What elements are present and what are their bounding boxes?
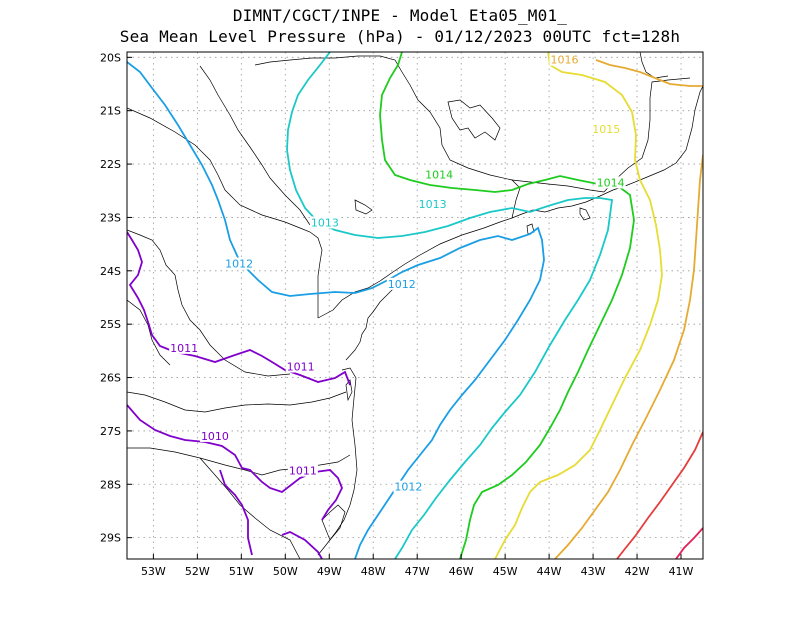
bay-guanabara	[579, 207, 591, 221]
isobar-label: 1010	[201, 430, 229, 443]
isobar-label-background	[424, 168, 455, 181]
isobar-label: 1012	[394, 481, 422, 494]
isobar-label-background	[386, 277, 417, 290]
y-tick-label: 28S	[100, 478, 121, 491]
y-axis-ticks: 20S 21S 22S 23S 24S 25S 26S 27S 28S 29S	[100, 51, 132, 545]
border-pr-sc	[127, 391, 347, 413]
border-argentina	[127, 299, 171, 366]
isobar-label: 1016	[550, 54, 578, 67]
y-tick-label: 25S	[100, 318, 121, 331]
x-tick-label: 52W	[185, 565, 210, 578]
coastline-sc	[317, 367, 358, 556]
plot-area	[127, 52, 703, 559]
x-tick-label: 44W	[537, 565, 562, 578]
isobars	[127, 52, 703, 559]
river-parana	[199, 65, 311, 226]
x-tick-label: 43W	[581, 565, 606, 578]
x-tick-label: 47W	[405, 565, 430, 578]
isobar-label: 1014	[425, 168, 453, 181]
x-tick-label: 50W	[273, 565, 298, 578]
isobar-label-background	[224, 257, 255, 270]
chart-title-line1: DIMNT/CGCT/INPE - Model Eta05_M01_	[232, 6, 568, 25]
isobar-labels: 1016 1015 1014 1014 1013 1013 1012 1012 1012 1011…	[169, 53, 626, 494]
border-sp-mg	[254, 55, 521, 219]
border-rs-uy	[199, 457, 301, 559]
isobar-1011-b	[219, 469, 253, 556]
isobar-1011-c	[281, 531, 323, 559]
isobar-label: 1012	[388, 278, 416, 291]
isobar-label-background	[285, 360, 316, 373]
isobar-1018	[675, 527, 703, 559]
plot-frame	[126, 51, 704, 560]
isobar-1010	[127, 404, 343, 521]
lagoon-patos	[321, 504, 346, 541]
isobar-label: 1011	[289, 465, 317, 478]
x-axis-ticks: 53W 52W 51W 50W 49W 48W 47W 46W 45W 44W 43W 42W 41W	[141, 554, 694, 578]
y-tick-label: 21S	[100, 105, 121, 118]
coastline-and-borders	[127, 52, 703, 559]
y-tick-label: 23S	[100, 211, 121, 224]
y-tick-label: 27S	[100, 425, 121, 438]
x-tick-label: 49W	[317, 565, 342, 578]
x-tick-label: 46W	[449, 565, 474, 578]
isobar-label-background	[591, 123, 622, 136]
isobar-label: 1011	[287, 361, 315, 374]
border-mg-rj	[511, 179, 605, 193]
isobar-label-background	[417, 197, 448, 210]
isobar-1014	[379, 52, 635, 559]
coastline	[317, 85, 703, 319]
x-tick-label: 48W	[361, 565, 386, 578]
isobar-label-background	[199, 429, 230, 442]
isobar-label: 1013	[311, 216, 339, 229]
border-paraguay	[127, 229, 291, 377]
isobar-label: 1015	[592, 123, 620, 136]
border-parana-sp	[299, 227, 323, 318]
y-tick-label: 20S	[100, 51, 121, 64]
isobar-label: 1014	[597, 176, 625, 189]
isobar-label-background	[393, 480, 424, 493]
y-tick-label: 24S	[100, 265, 121, 278]
x-tick-label: 42W	[625, 565, 650, 578]
border-mg-es	[603, 77, 691, 193]
x-tick-label: 51W	[229, 565, 254, 578]
coastline-south	[345, 286, 396, 361]
isobar-1015	[494, 52, 663, 559]
chart-title-line2: Sea Mean Level Pressure (hPa) - 01/12/20…	[119, 27, 681, 46]
isobar-1011-a	[127, 231, 351, 386]
reservoir-small	[354, 199, 373, 215]
isobar-label-background	[169, 341, 200, 354]
grid-lines	[127, 52, 703, 559]
isobar-label-background	[595, 176, 626, 189]
isobar-label: 1013	[419, 198, 447, 211]
isobar-1017	[616, 431, 703, 559]
isobar-1016-b	[554, 154, 703, 559]
y-tick-label: 26S	[100, 372, 121, 385]
isobar-label-background	[549, 53, 580, 66]
isobar-label: 1012	[225, 258, 253, 271]
border-es-ba	[639, 52, 669, 79]
y-tick-label: 29S	[100, 532, 121, 545]
x-tick-label: 53W	[141, 565, 166, 578]
isobar-label-background	[309, 216, 340, 229]
reservoir-furnas	[447, 99, 501, 141]
isobar-label: 1011	[170, 342, 198, 355]
isobar-1016	[595, 59, 703, 87]
x-tick-label: 41W	[669, 565, 694, 578]
isobar-1012	[127, 61, 545, 559]
isobar-label-background	[287, 464, 318, 477]
x-tick-label: 45W	[493, 565, 518, 578]
isobar-1013	[286, 52, 614, 559]
y-tick-label: 22S	[100, 158, 121, 171]
border-ms	[127, 107, 301, 229]
